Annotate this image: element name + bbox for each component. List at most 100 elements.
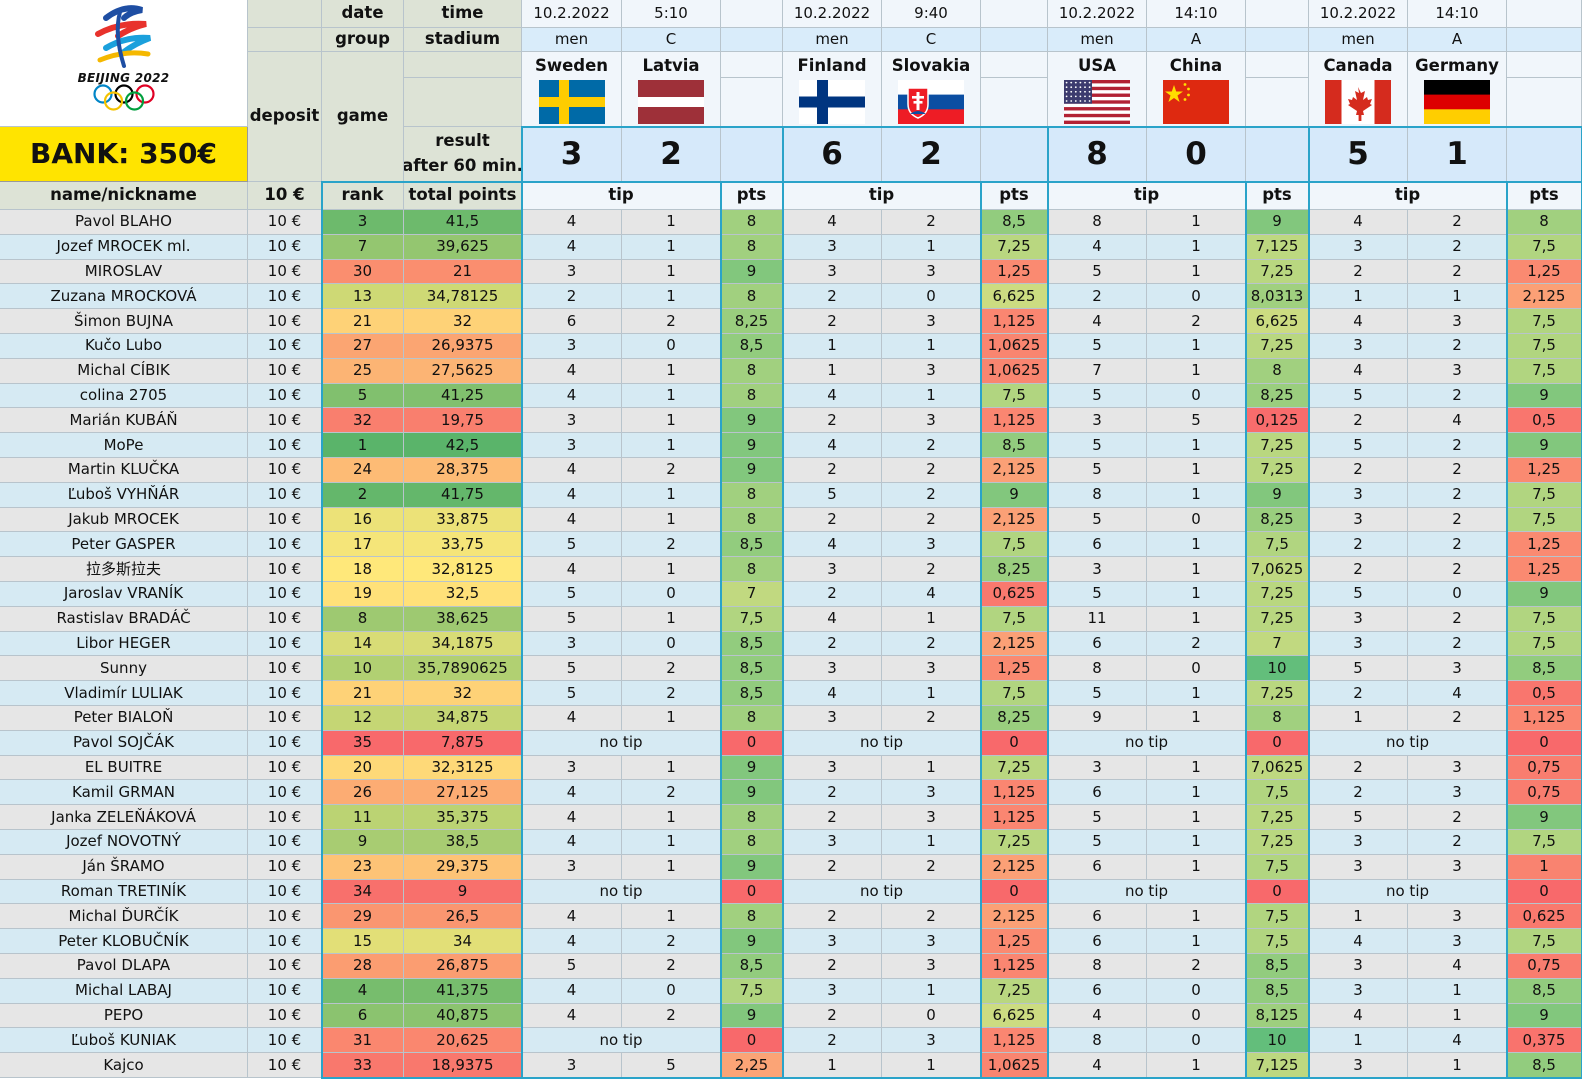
tip-points: 8: [721, 383, 783, 409]
player-total-points: 26,9375: [404, 334, 522, 359]
tip-home: 2: [783, 631, 882, 657]
date-header: date: [322, 0, 404, 28]
player-deposit: 10 €: [248, 929, 322, 954]
tip-points: 1,25: [981, 656, 1048, 682]
player-name: Kamil GRMAN: [0, 780, 248, 806]
tip-home: 4: [1048, 309, 1147, 334]
score-home: 6: [783, 127, 882, 182]
player-total-points: 20,625: [404, 1028, 522, 1054]
name-column-header: name/nickname: [0, 182, 248, 210]
game-date: 10.2.2022: [1309, 0, 1408, 28]
tip-away: 1: [1147, 334, 1246, 359]
tip-away: 3: [882, 358, 981, 384]
tip-home: 5: [1309, 582, 1408, 607]
blank-header: [1507, 0, 1582, 28]
tip-home: 6: [1048, 532, 1147, 558]
player-deposit: 10 €: [248, 210, 322, 235]
player-deposit: 10 €: [248, 284, 322, 310]
player-name: Jakub MROCEK: [0, 507, 248, 533]
tip-away: 4: [1408, 408, 1507, 434]
tip-away: 2: [882, 854, 981, 880]
tip-points: 0,625: [1507, 904, 1582, 930]
rank-column-header: rank: [322, 182, 404, 210]
tip-away: 1: [882, 755, 981, 781]
tip-points: 7,5: [1246, 854, 1309, 880]
tip-home: 1: [1309, 1028, 1408, 1054]
team-name: Latvia: [642, 56, 700, 75]
player-total-points: 41,5: [404, 210, 522, 235]
tip-points: 0,75: [1507, 755, 1582, 781]
tip-points: 0: [721, 730, 783, 756]
tip-home: 4: [1309, 358, 1408, 384]
canada-flag-icon: [1325, 79, 1391, 124]
tip-points: 8,125: [1246, 1003, 1309, 1029]
tip-points: 8,25: [721, 309, 783, 334]
tip-home: 2: [1309, 755, 1408, 781]
team-home: Canada: [1309, 52, 1408, 127]
tip-points: 2,125: [981, 904, 1048, 930]
tip-home: 4: [522, 358, 622, 384]
tip-home: 1: [783, 334, 882, 359]
tip-points: 1,125: [981, 780, 1048, 806]
tip-points: 6,625: [1246, 309, 1309, 334]
tip-points: 7,5: [1507, 929, 1582, 954]
tip-away: 2: [622, 780, 721, 806]
tip-home: 3: [1309, 334, 1408, 359]
blank-header: [1246, 28, 1309, 52]
game-date: 10.2.2022: [783, 0, 882, 28]
player-total-points: 7,875: [404, 730, 522, 756]
tip-points: 9: [1507, 433, 1582, 458]
tip-points: 8: [721, 830, 783, 855]
team-home: Finland: [783, 52, 882, 127]
tip-home: 2: [1309, 780, 1408, 806]
tip-away: 2: [882, 557, 981, 582]
player-deposit: 10 €: [248, 458, 322, 483]
player-total-points: 33,875: [404, 507, 522, 533]
player-deposit: 10 €: [248, 482, 322, 508]
tip-away: 3: [882, 408, 981, 434]
tip-home: 2: [783, 904, 882, 930]
tip-away: 3: [882, 309, 981, 334]
player-rank: 23: [322, 854, 404, 880]
team-home: Sweden: [522, 52, 622, 127]
tip-away: 2: [622, 532, 721, 558]
tip-home: 3: [1309, 854, 1408, 880]
tip-away: 1: [1147, 780, 1246, 806]
no-tip-label: no tip: [783, 879, 981, 905]
tip-home: 5: [1048, 830, 1147, 855]
player-total-points: 34,875: [404, 706, 522, 731]
tip-away: 1: [622, 210, 721, 235]
tip-points: 8: [1246, 358, 1309, 384]
tip-home: 6: [1048, 631, 1147, 657]
beijing-2022-logo: BEIJING 2022: [0, 0, 248, 127]
tip-points: 9: [721, 433, 783, 458]
player-rank: 30: [322, 259, 404, 285]
tip-home: 4: [522, 557, 622, 582]
player-total-points: 32,5: [404, 582, 522, 607]
tip-points: 7,25: [1246, 805, 1309, 830]
tip-points: 8: [721, 234, 783, 260]
tip-away: 3: [882, 805, 981, 830]
tip-column-header: tip: [522, 182, 721, 210]
team-away: Latvia: [622, 52, 721, 127]
tip-points: 2,125: [981, 507, 1048, 533]
tip-away: 3: [1408, 854, 1507, 880]
player-name: Kajco: [0, 1053, 248, 1078]
tip-away: 2: [1408, 210, 1507, 235]
tip-points: 9: [1507, 1003, 1582, 1029]
result-label: result: [435, 131, 490, 151]
player-deposit: 10 €: [248, 408, 322, 434]
tip-home: 6: [1048, 904, 1147, 930]
tip-home: 3: [522, 854, 622, 880]
player-name: colina 2705: [0, 383, 248, 409]
player-total-points: 32: [404, 681, 522, 706]
tip-home: 5: [522, 606, 622, 632]
tip-home: 5: [522, 656, 622, 682]
player-name: Pavol SOJČÁK: [0, 730, 248, 756]
tip-points: 7,5: [1507, 830, 1582, 855]
tip-points: 10: [1246, 1028, 1309, 1054]
player-deposit: 10 €: [248, 755, 322, 781]
tip-away: 1: [1408, 1053, 1507, 1078]
tip-away: 1: [1147, 259, 1246, 285]
tip-points: 8,5: [981, 210, 1048, 235]
